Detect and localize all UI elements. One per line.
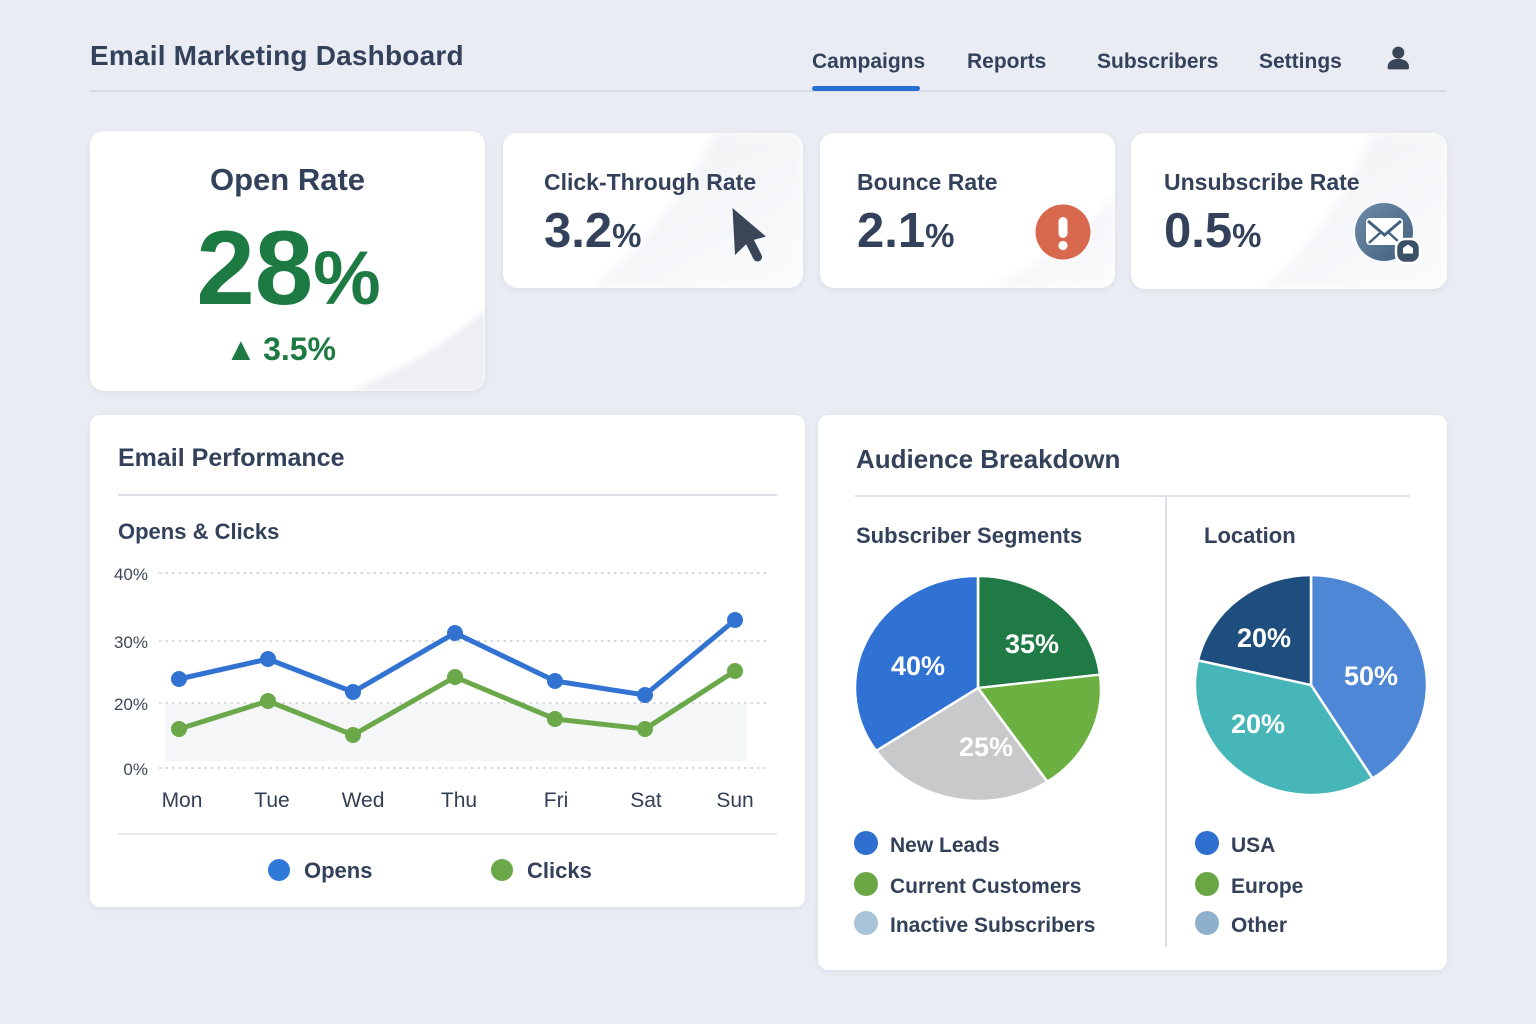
svg-text:Fri: Fri: [544, 789, 569, 812]
svg-text:20%: 20%: [1237, 623, 1291, 653]
svg-text:30%: 30%: [114, 633, 148, 652]
svg-text:USA: USA: [1231, 834, 1275, 857]
svg-text:40%: 40%: [891, 651, 945, 681]
svg-text:Clicks: Clicks: [527, 858, 592, 883]
svg-text:Sun: Sun: [716, 789, 753, 812]
svg-text:35%: 35%: [1005, 629, 1059, 659]
svg-text:Inactive Subscribers: Inactive Subscribers: [890, 914, 1095, 937]
svg-text:0%: 0%: [123, 760, 148, 779]
svg-text:Opens: Opens: [304, 858, 372, 883]
svg-text:Tue: Tue: [254, 789, 289, 812]
svg-text:25%: 25%: [959, 732, 1013, 762]
svg-text:Current Customers: Current Customers: [890, 875, 1081, 898]
svg-text:Wed: Wed: [342, 789, 385, 812]
svg-text:Sat: Sat: [630, 789, 662, 812]
svg-text:Thu: Thu: [441, 789, 477, 812]
svg-text:Europe: Europe: [1231, 875, 1303, 898]
svg-text:Mon: Mon: [162, 789, 203, 812]
svg-text:50%: 50%: [1344, 661, 1398, 691]
svg-text:Other: Other: [1231, 914, 1287, 937]
svg-text:40%: 40%: [114, 565, 148, 584]
svg-text:20%: 20%: [114, 695, 148, 714]
svg-text:New Leads: New Leads: [890, 834, 1000, 857]
svg-text:20%: 20%: [1231, 709, 1285, 739]
